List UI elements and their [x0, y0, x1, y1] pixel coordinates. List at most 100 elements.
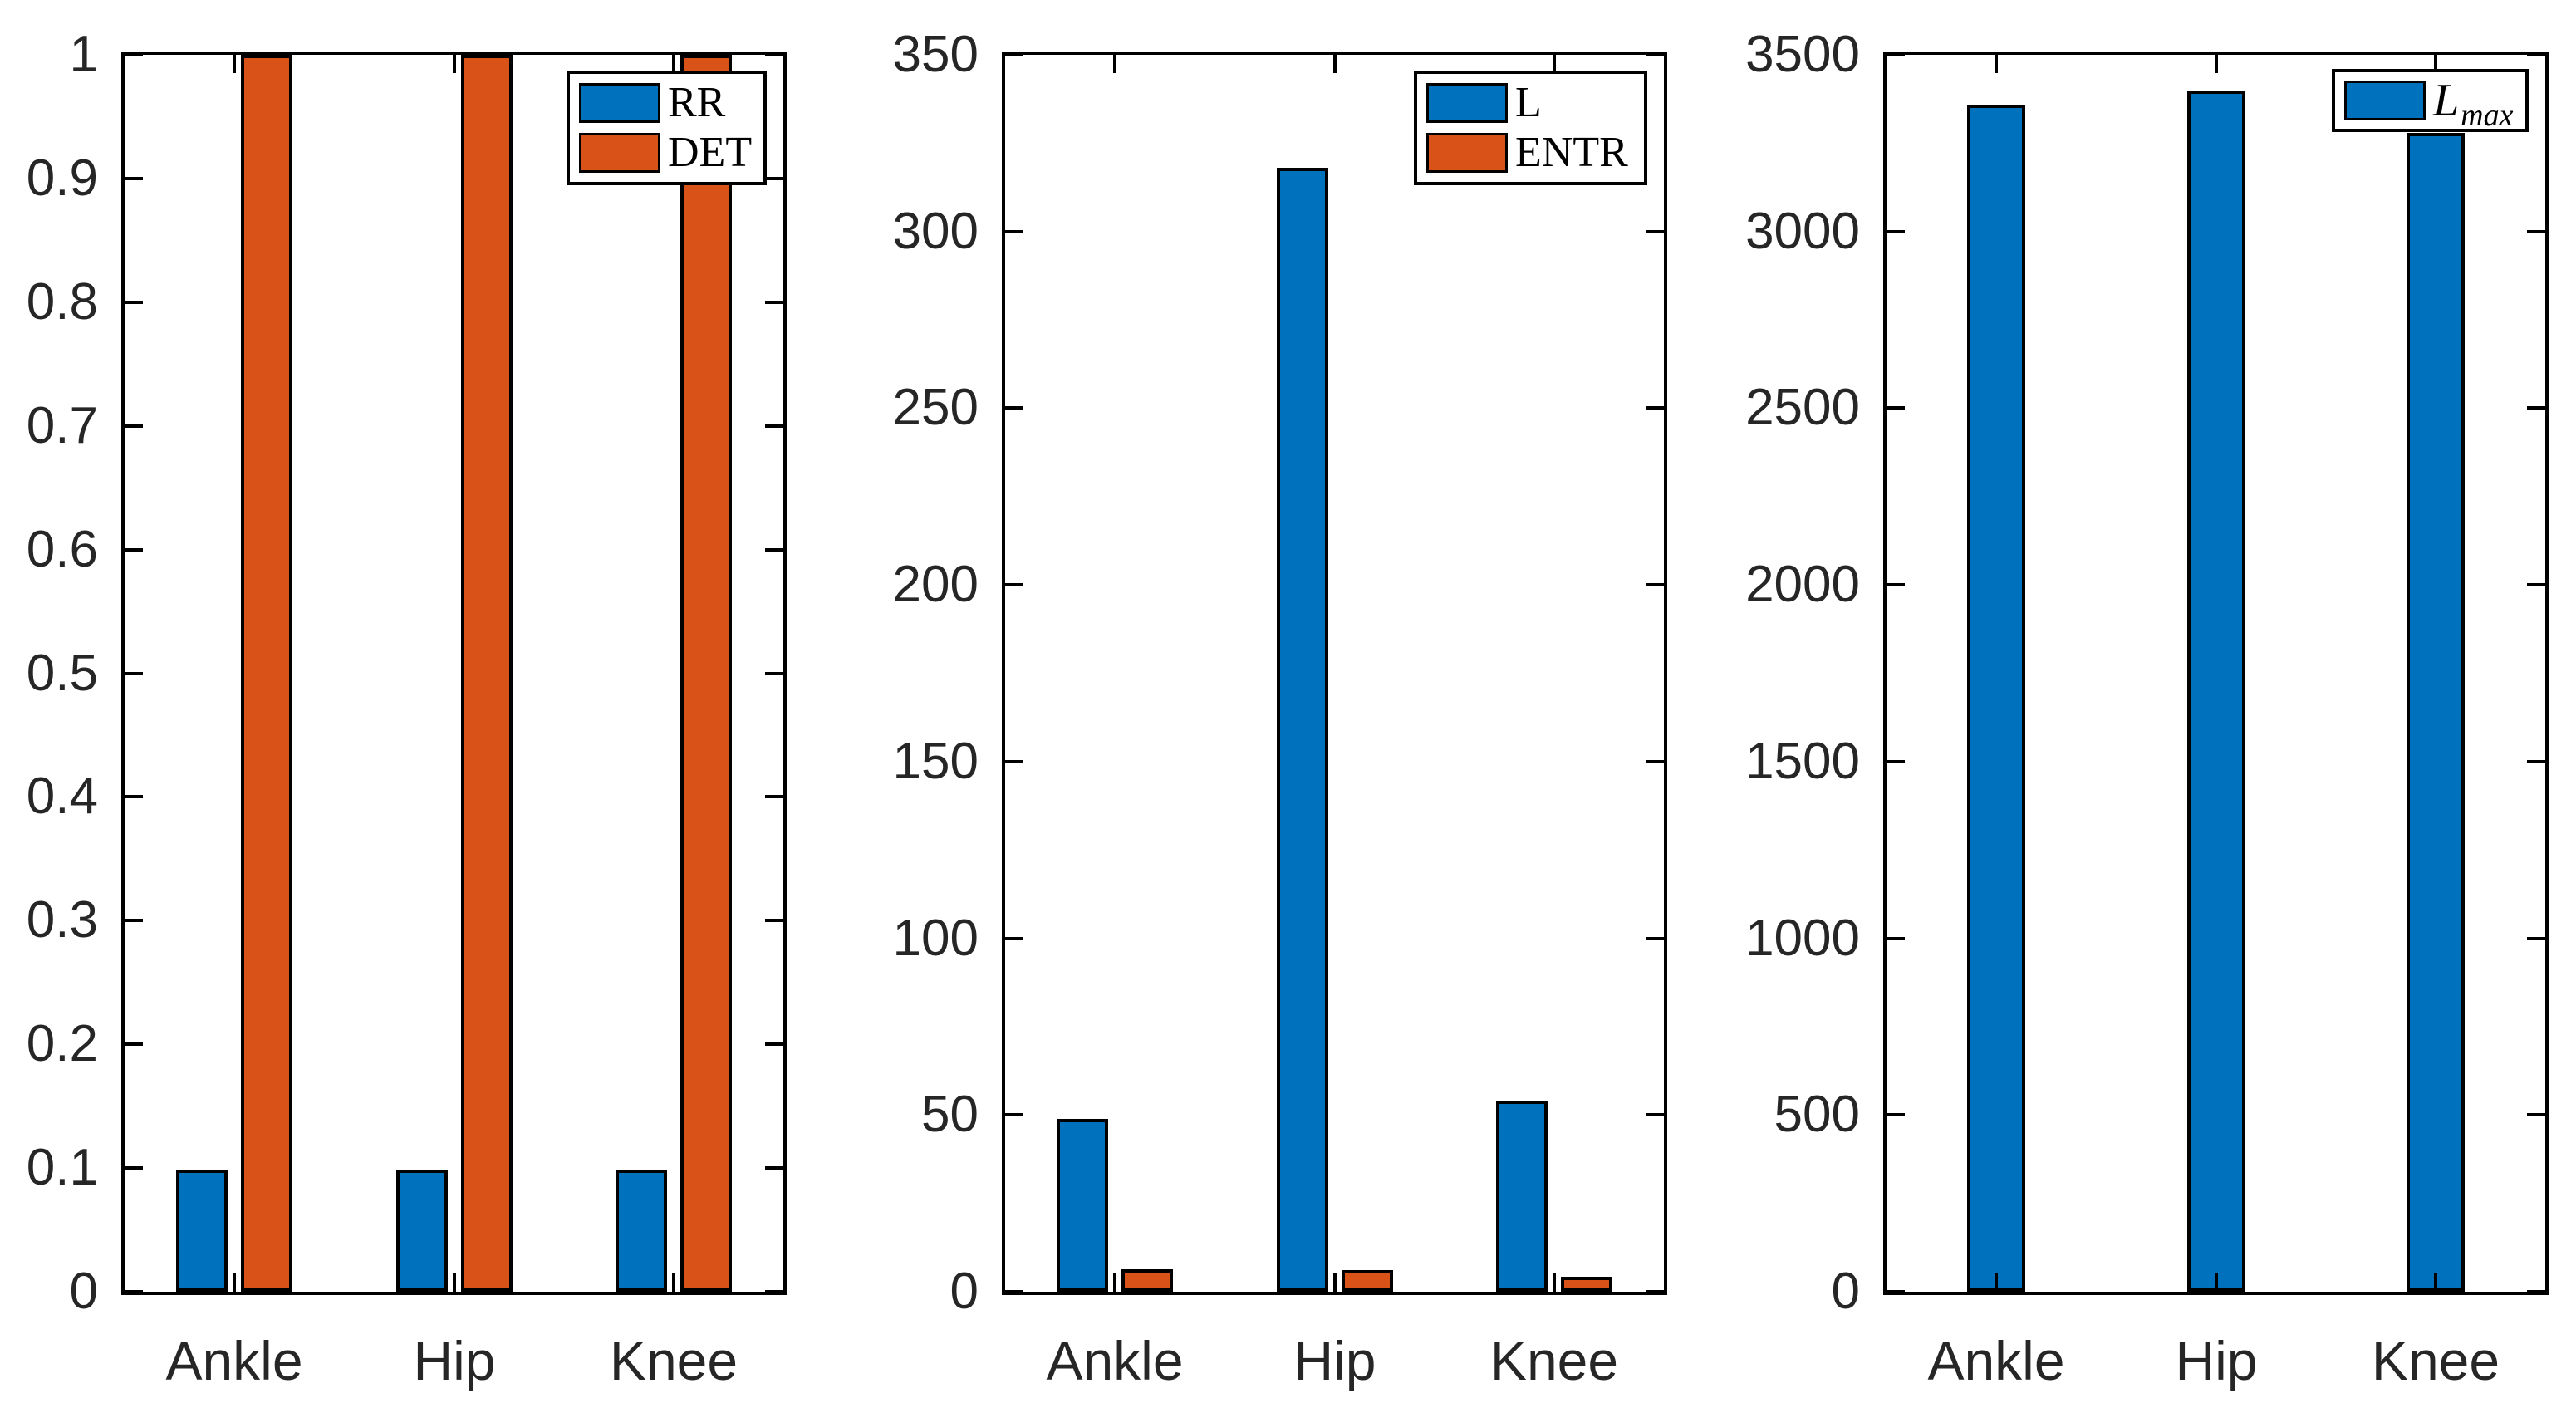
x-tick-label-hip: Hip [1293, 1330, 1376, 1391]
legend-swatch-rr [579, 82, 660, 123]
x-tick-label-ankle: Ankle [165, 1330, 303, 1391]
y-tick-mark [1887, 937, 1905, 940]
chart-lmax: 0 500 1000 1500 2000 2500 3000 3500 Ankle Hip Knee… [1745, 26, 2549, 1391]
legend-entry-det: DET [579, 131, 763, 174]
legend-text-main: ENTR [1515, 129, 1628, 177]
x-tick-mark [1553, 55, 1556, 73]
y-tick-label: 250 [892, 379, 979, 436]
x-tick-mark [1113, 55, 1116, 73]
bar-rr-knee [616, 1170, 667, 1292]
x-tick-mark [233, 1273, 236, 1292]
legend-label-rr: RR [668, 81, 725, 125]
x-tick-mark [672, 55, 675, 73]
y-tick-mark [765, 548, 783, 552]
legend-box: Lmax [2332, 69, 2529, 132]
y-tick-mark [125, 672, 143, 675]
y-tick-mark [125, 301, 143, 304]
y-tick-mark [125, 548, 143, 552]
x-tick-mark [2215, 55, 2218, 73]
y-tick-mark [1887, 230, 1905, 233]
y-tick-mark [2527, 406, 2545, 410]
y-tick-label: 200 [892, 556, 979, 613]
y-tick-mark [1005, 53, 1023, 56]
x-tick-mark [2434, 1273, 2437, 1292]
legend-entry-entr: ENTR [1426, 131, 1644, 174]
bar-l-max-hip [2187, 91, 2245, 1292]
y-tick-mark [1646, 406, 1664, 410]
legend-label-l: L [1515, 81, 1542, 125]
y-tick-label: 0 [1831, 1263, 1860, 1320]
legend-swatch-entr [1426, 133, 1508, 174]
y-tick-mark [1646, 1290, 1664, 1293]
y-tick-label: 50 [921, 1086, 979, 1143]
x-tick-mark [1113, 1273, 1116, 1292]
y-tick-mark [1887, 406, 1905, 410]
x-tick-label-ankle: Ankle [1046, 1330, 1184, 1391]
bar-det-knee [680, 55, 732, 1292]
bar-entr-ankle [1121, 1269, 1173, 1292]
legend-label-det: DET [668, 131, 752, 174]
x-tick-label-hip: Hip [413, 1330, 496, 1391]
y-tick-mark [2527, 230, 2545, 233]
y-tick-mark [1005, 1113, 1023, 1116]
y-tick-mark [1005, 1290, 1023, 1293]
y-tick-mark [765, 919, 783, 922]
y-tick-mark [765, 177, 783, 180]
y-tick-mark [765, 53, 783, 56]
y-tick-mark [1005, 760, 1023, 763]
y-tick-mark [1887, 1113, 1905, 1116]
y-tick-mark [125, 53, 143, 56]
legend-swatch-l [1426, 82, 1508, 123]
y-tick-mark [1887, 53, 1905, 56]
y-tick-label: 150 [892, 733, 979, 790]
y-tick-label: 0.3 [26, 891, 98, 949]
y-tick-mark [1887, 583, 1905, 586]
x-tick-mark [2434, 55, 2437, 73]
y-tick-mark [1646, 760, 1664, 763]
x-tick-mark [1553, 1273, 1556, 1292]
x-tick-mark [1995, 1273, 1998, 1292]
y-tick-mark [1005, 583, 1023, 586]
legend-entry-l: L [1426, 81, 1644, 125]
y-tick-mark [1005, 230, 1023, 233]
y-tick-mark [125, 177, 143, 180]
x-tick-label-knee: Knee [609, 1330, 738, 1391]
y-tick-mark [125, 1042, 143, 1046]
y-tick-mark [765, 424, 783, 428]
bar-l-hip [1277, 168, 1328, 1292]
y-tick-mark [2527, 583, 2545, 586]
x-tick-mark [233, 55, 236, 73]
bar-det-ankle [241, 55, 292, 1292]
y-tick-mark [2527, 1290, 2545, 1293]
x-tick-mark [1333, 1273, 1337, 1292]
legend-entry-rr: RR [579, 81, 763, 125]
y-tick-label: 1 [69, 26, 98, 83]
y-tick-mark [765, 301, 783, 304]
chart-rr-det: 0 0.1 0.2 0.3 0.4 0.5 0.6 0.7 0.8 0.9 1 Ankle Hip Kne… [27, 26, 787, 1391]
legend-box: RR DET [567, 71, 767, 185]
y-tick-mark [125, 919, 143, 922]
y-tick-mark [765, 1290, 783, 1293]
y-tick-mark [765, 1166, 783, 1170]
y-tick-label: 350 [892, 26, 979, 83]
x-tick-mark [1995, 55, 1998, 73]
y-tick-mark [765, 672, 783, 675]
y-tick-label: 0.2 [26, 1015, 98, 1072]
y-tick-mark [1887, 1290, 1905, 1293]
y-tick-label: 100 [892, 910, 979, 967]
bar-l-max-knee [2407, 133, 2465, 1292]
y-tick-mark [1646, 230, 1664, 233]
legend-text-main: DET [668, 129, 753, 177]
legend-swatch-det [579, 133, 660, 174]
y-tick-mark [125, 424, 143, 428]
y-tick-mark [2527, 760, 2545, 763]
y-tick-mark [1646, 937, 1664, 940]
y-tick-label: 0.1 [26, 1139, 98, 1196]
x-tick-label-ankle: Ankle [1927, 1330, 2065, 1391]
bar-l-knee [1496, 1101, 1548, 1292]
legend-text-main: L [2433, 75, 2460, 126]
y-tick-mark [125, 1290, 143, 1293]
x-tick-mark [2215, 1273, 2218, 1292]
x-tick-mark [672, 1273, 675, 1292]
bar-rr-hip [396, 1170, 448, 1292]
